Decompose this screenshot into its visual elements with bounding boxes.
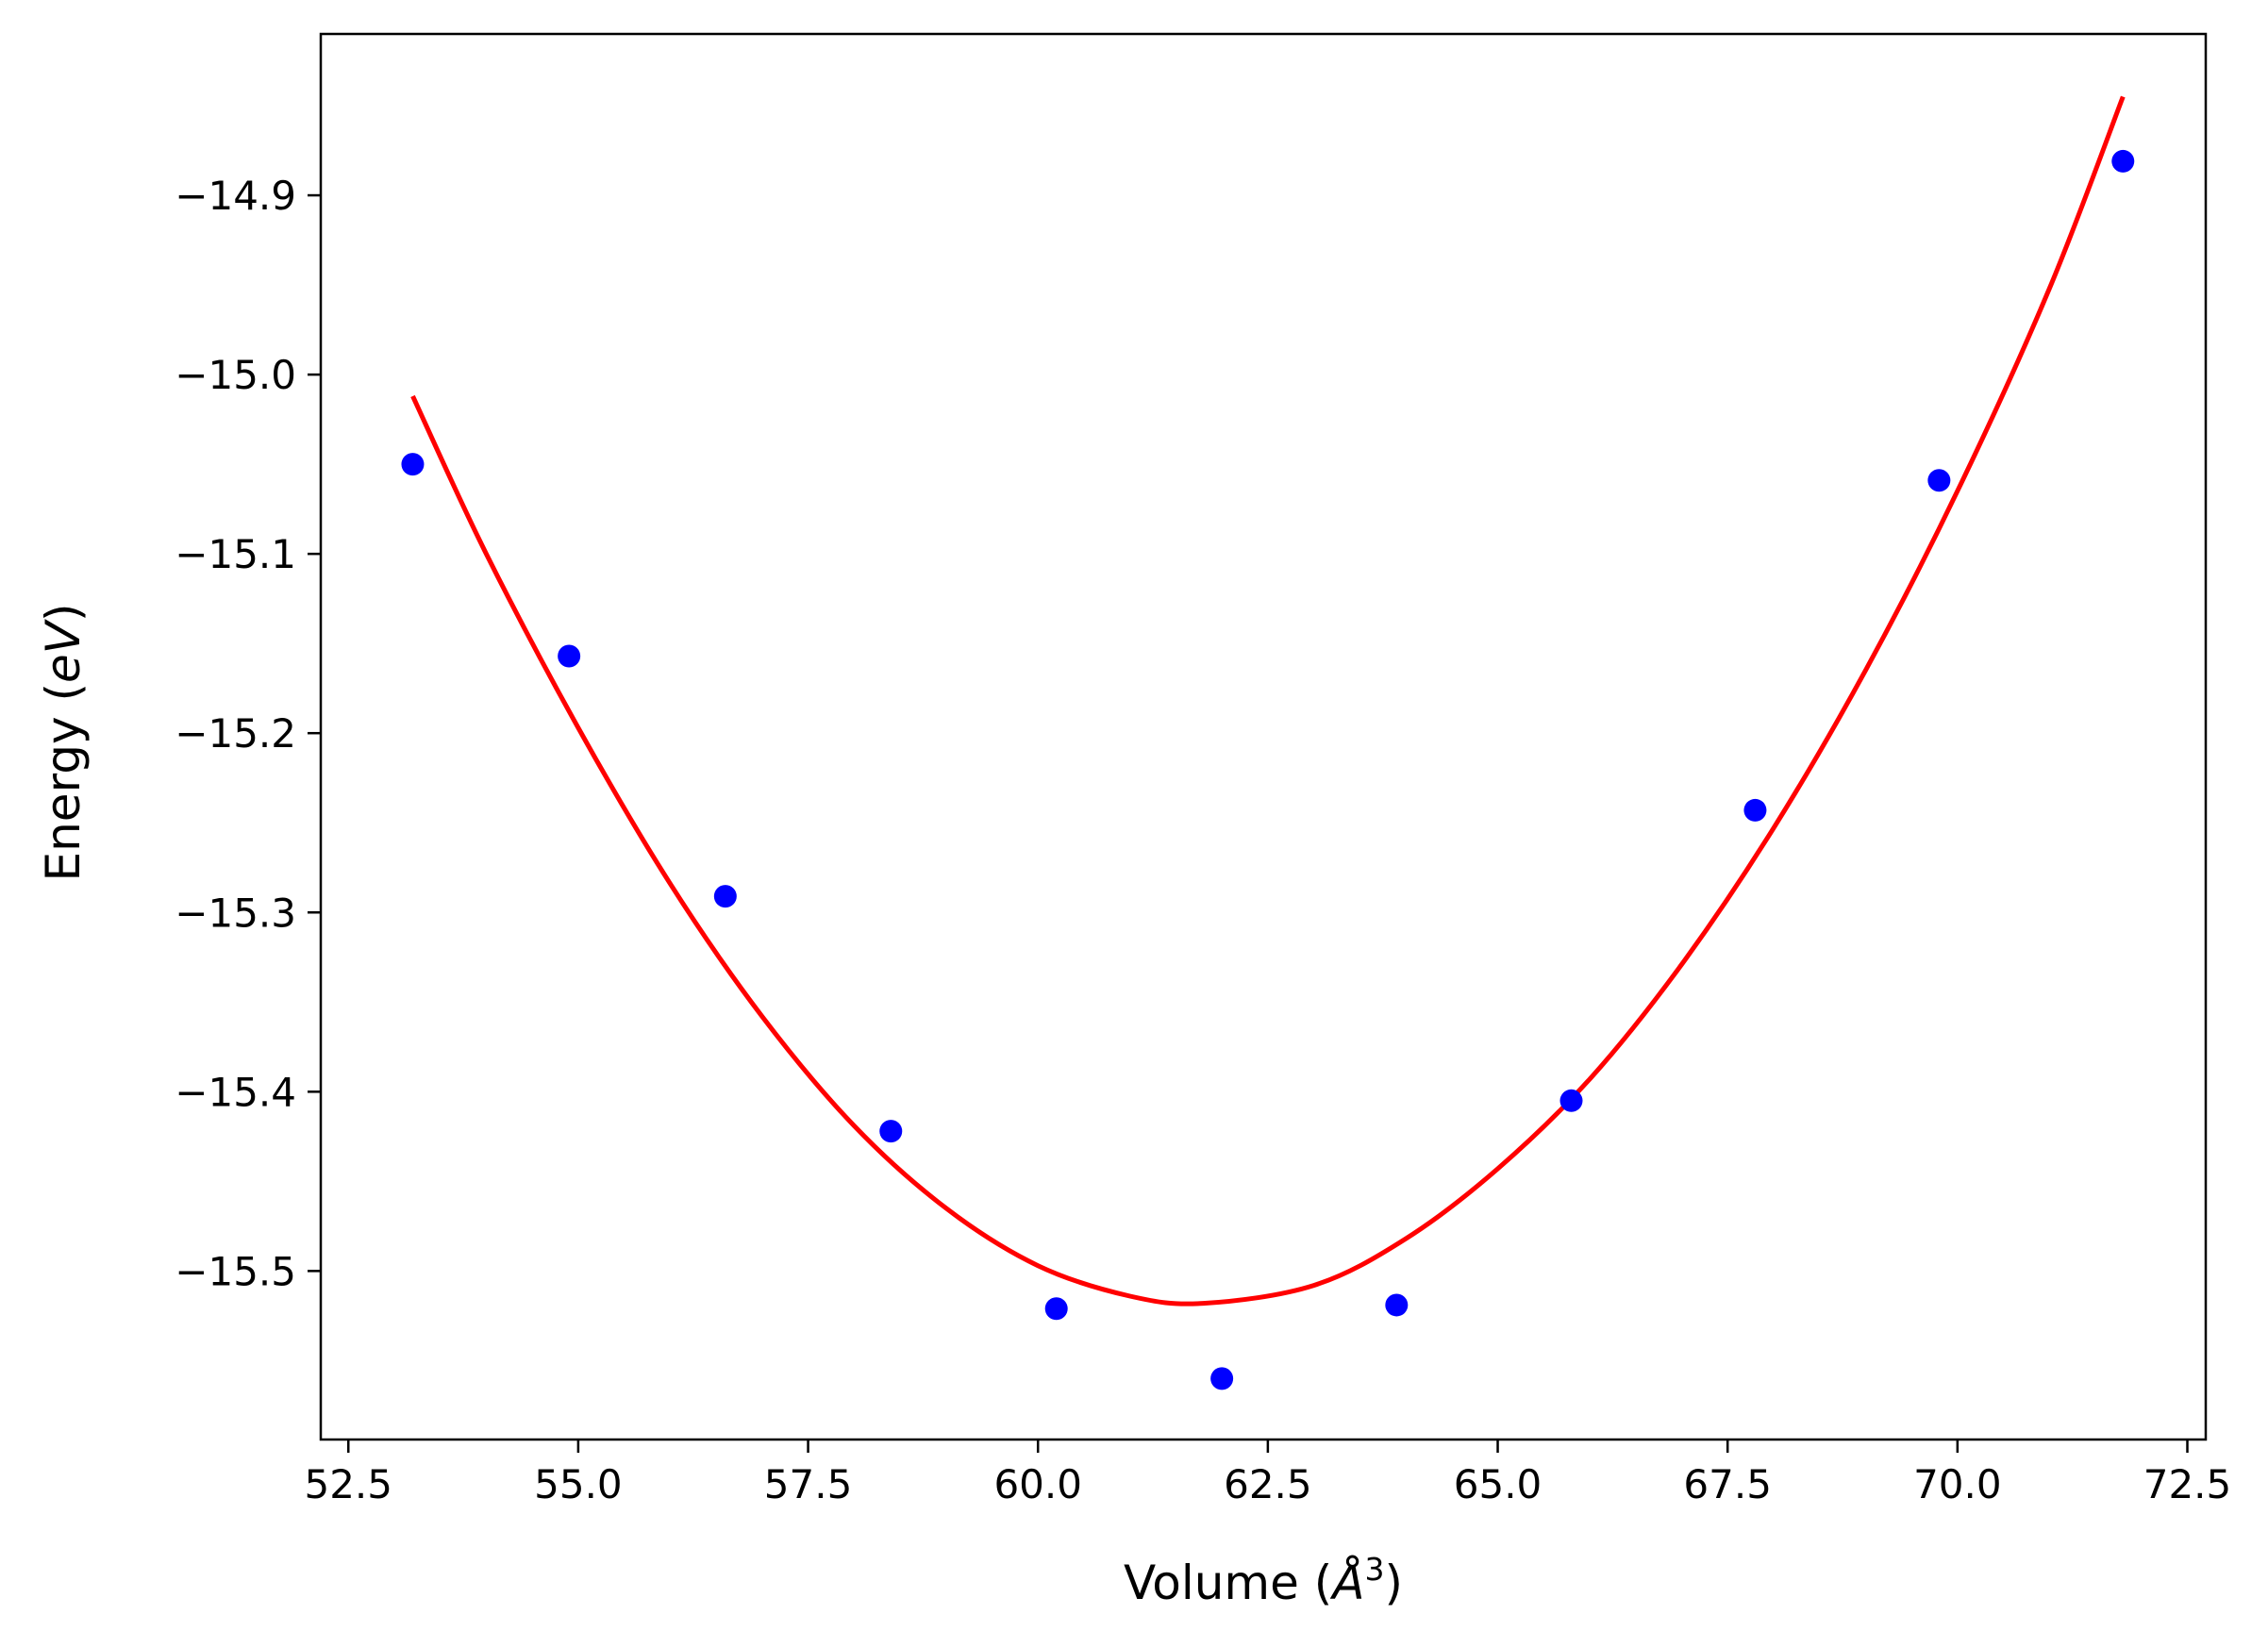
x-tick-label: 67.5 [1683, 1461, 1772, 1507]
data-point-2 [558, 644, 581, 668]
fit-curve-layer [410, 95, 2126, 1307]
x-tick-label: 57.5 [764, 1461, 853, 1507]
data-point-3 [713, 885, 737, 908]
y-axis-ticks: −15.5 −15.4 −15.3 −15.2 −15.1 −15.0 −14.9 [175, 173, 321, 1294]
y-tick-label: −14.9 [175, 173, 296, 219]
y-tick-label: −15.0 [175, 352, 296, 398]
data-point-5 [1044, 1297, 1068, 1321]
x-tick-label: 70.0 [1913, 1461, 2002, 1507]
y-axis-label: Energy (eV) [36, 604, 91, 882]
y-tick-label: −15.2 [175, 710, 296, 757]
x-tick-label: 60.0 [993, 1461, 1082, 1507]
data-point-8 [1559, 1089, 1583, 1112]
x-tick-label: 52.5 [304, 1461, 392, 1507]
y-tick-label: −15.4 [175, 1069, 296, 1115]
x-tick-label: 62.5 [1224, 1461, 1312, 1507]
x-axis-ticks: 52.5 55.0 57.5 60.0 62.5 65.0 67.5 70.0 72.5 [304, 1440, 2231, 1507]
plot-area-frame [319, 32, 2208, 1441]
x-tick-label: 55.0 [534, 1461, 623, 1507]
data-point-11 [2111, 149, 2135, 173]
y-tick-label: −15.5 [175, 1248, 296, 1294]
fit-curve [410, 95, 2126, 1307]
x-tick-label: 72.5 [2143, 1461, 2232, 1507]
data-point-7 [1385, 1293, 1409, 1317]
y-tick-label: −15.1 [175, 531, 296, 577]
y-tick-label: −15.3 [175, 890, 296, 936]
data-point-1 [401, 453, 425, 476]
data-point-10 [1927, 469, 1951, 492]
x-axis-label: Volume (Å3) [1124, 1551, 1403, 1610]
data-point-6 [1210, 1367, 1234, 1390]
data-points-layer [401, 149, 2135, 1390]
data-point-9 [1743, 798, 1767, 822]
x-tick-label: 65.0 [1454, 1461, 1543, 1507]
data-point-4 [879, 1120, 903, 1143]
